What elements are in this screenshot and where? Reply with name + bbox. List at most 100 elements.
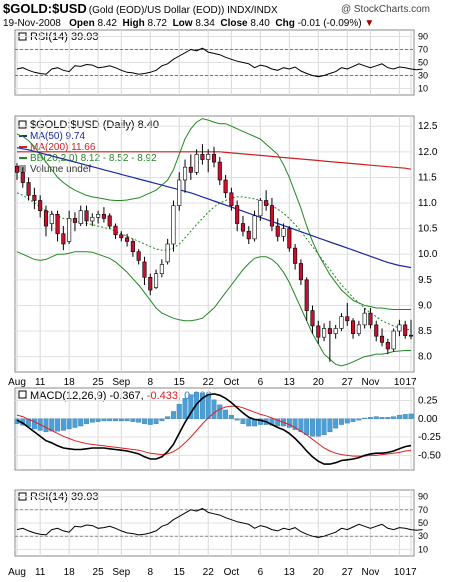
candle-down (38, 200, 43, 212)
macd-histogram-bar (194, 392, 200, 419)
candle-up (67, 218, 72, 242)
macd-histogram-bar (292, 418, 298, 430)
candle-up (391, 330, 396, 350)
candle-down (240, 223, 246, 232)
bb-lower-line (16, 251, 411, 367)
macd-histogram-bar (304, 418, 310, 436)
candle-down (20, 172, 25, 183)
candle-down (287, 228, 292, 249)
candle-down (310, 310, 315, 327)
x-axis-label-bottom: 15 (174, 567, 186, 578)
candle-down (84, 210, 89, 222)
candle-down (101, 214, 106, 219)
ma200-label: MA(200) 11.66 (30, 142, 96, 153)
x-axis-label-bottom: 10 (394, 567, 406, 578)
candle-down (298, 263, 303, 281)
symbol-description: (Gold (EOD)/US Dollar (EOD)) INDX/INDX (88, 5, 278, 16)
macd-histogram-bar (43, 418, 49, 433)
macd-histogram-bar (275, 418, 281, 427)
candle-up (339, 316, 344, 329)
candle-down (200, 154, 205, 160)
x-axis-label-top: 15 (174, 377, 186, 388)
candle-down (223, 179, 228, 194)
macd-histogram-bar (310, 418, 315, 437)
macd-histogram-bar (84, 418, 89, 425)
chart-header: $GOLD:$USD (Gold (EOD)/US Dollar (EOD)) I… (0, 0, 460, 34)
candle-up (322, 328, 327, 338)
candle-down (235, 205, 240, 224)
candle-down (304, 279, 309, 311)
marks-layer (14, 47, 423, 539)
candle-down (113, 225, 118, 236)
macd-histogram-bar (153, 418, 159, 425)
open-value: 8.42 (97, 18, 117, 29)
x-axis-label-bottom: Nov (362, 567, 380, 578)
x-axis-label-bottom: 11 (35, 567, 46, 578)
macd-histogram-bar (286, 418, 292, 428)
price-tick-label: 9.5 (418, 275, 432, 286)
macd-histogram-bar (136, 418, 142, 423)
rsi-bottom-tick-label: 90 (418, 492, 428, 502)
high-label: High (122, 18, 145, 29)
macd-histogram-bar (217, 404, 223, 419)
candle-up (362, 312, 367, 326)
macd-histogram-bar (147, 418, 153, 425)
x-axis-label-bottom: 27 (342, 567, 354, 578)
x-axis-label-top: 22 (203, 377, 215, 388)
macd-histogram-bar (333, 418, 339, 429)
bb-label: BB(20,2.0) 8.12 - 8.52 - 8.92 (30, 153, 157, 164)
price-tick-label: 12.0 (418, 147, 438, 158)
candle-down (385, 342, 390, 350)
macd-histogram-bar (321, 418, 327, 436)
rsi-top-tick-label: 50 (418, 58, 428, 68)
macd-tick-label: 0.25 (418, 395, 438, 406)
macd-histogram-bar (240, 418, 246, 425)
macd-histogram-bar (49, 418, 55, 432)
price-tick-label: 10.5 (418, 224, 438, 235)
candle-up (177, 179, 182, 206)
candle-down (107, 215, 112, 227)
candle-down (119, 234, 124, 239)
macd-histogram-bar (246, 418, 252, 427)
macd-label-signal: -0.433, (147, 390, 181, 402)
macd-histogram-bar (391, 416, 397, 419)
macd-histogram-bar (188, 394, 194, 419)
candle-up (281, 228, 286, 237)
volume-label: Volume undef (30, 164, 91, 175)
macd-line (16, 393, 412, 465)
candle-down (211, 154, 217, 163)
x-axis-label-top: 11 (35, 377, 46, 388)
candle-down (72, 218, 77, 223)
candle-down (43, 210, 49, 227)
x-axis-label-top: 20 (313, 377, 325, 388)
x-axis-label-top: 17 (405, 377, 417, 388)
price-tick-label: 8.0 (418, 352, 432, 363)
macd-histogram-bar (339, 418, 344, 425)
macd-histogram-bar (89, 418, 95, 423)
macd-histogram-bar (142, 418, 147, 425)
macd-histogram-bar (356, 418, 362, 421)
macd-histogram-bar (379, 417, 385, 419)
candle-down (403, 324, 408, 336)
stockcharts-brand[interactable]: @ StockCharts.com (340, 4, 430, 15)
macd-histogram-bar (55, 418, 61, 432)
high-value: 8.72 (147, 18, 167, 29)
price-tick-label: 8.5 (418, 326, 432, 337)
chg-label: Chg (275, 18, 295, 29)
ma50-label: MA(50) 9.74 (30, 131, 85, 142)
candle-down (14, 165, 20, 173)
macd-histogram-bar (327, 418, 333, 433)
candle-down (229, 192, 234, 206)
macd-histogram-bar (95, 418, 101, 422)
down-arrow-icon: ▼ (364, 18, 375, 29)
x-axis-label-top: Oct (224, 377, 240, 388)
rsi-bottom-line (16, 507, 423, 539)
macd-histogram-bar (199, 392, 205, 419)
x-axis-label-bottom: Aug (8, 567, 26, 578)
candle-up (165, 243, 170, 263)
macd-signal-line (16, 405, 412, 457)
candle-down (32, 195, 37, 201)
candle-down (275, 225, 280, 237)
